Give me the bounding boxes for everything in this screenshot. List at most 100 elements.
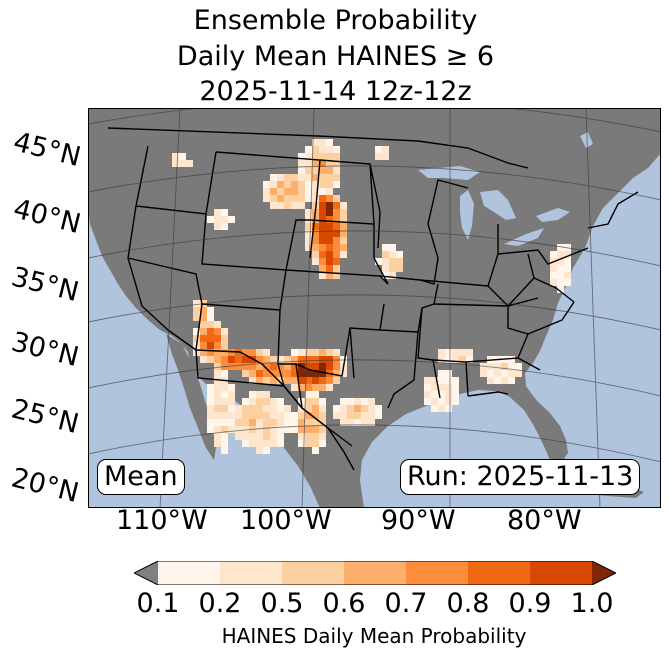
- probability-cell: [389, 272, 396, 279]
- probability-cell: [508, 377, 515, 384]
- probability-cell: [228, 426, 235, 433]
- probability-cell: [256, 391, 263, 398]
- probability-cell: [256, 433, 263, 440]
- probability-cell: [319, 412, 326, 419]
- probability-cell: [200, 328, 207, 335]
- probability-cell: [564, 258, 571, 265]
- probability-cell: [270, 356, 277, 363]
- probability-cell: [263, 398, 270, 405]
- probability-cell: [270, 398, 277, 405]
- probability-cell: [270, 202, 277, 209]
- probability-cell: [361, 405, 368, 412]
- probability-cell: [277, 377, 284, 384]
- probability-cell: [333, 349, 340, 356]
- probability-cell: [319, 237, 326, 244]
- probability-cell: [550, 265, 557, 272]
- probability-cell: [242, 412, 249, 419]
- probability-cell: [256, 349, 263, 356]
- probability-cell: [368, 419, 375, 426]
- probability-cell: [221, 384, 228, 391]
- probability-cell: [305, 384, 312, 391]
- probability-cell: [312, 181, 319, 188]
- probability-cell: [214, 342, 221, 349]
- probability-cell: [326, 160, 333, 167]
- probability-cell: [305, 356, 312, 363]
- probability-cell: [326, 188, 333, 195]
- probability-cell: [305, 426, 312, 433]
- probability-cell: [333, 160, 340, 167]
- probability-cell: [200, 356, 207, 363]
- probability-cell: [319, 398, 326, 405]
- probability-cell: [263, 370, 270, 377]
- probability-cell: [333, 209, 340, 216]
- probability-cell: [326, 167, 333, 174]
- probability-cell: [298, 377, 305, 384]
- probability-cell: [221, 349, 228, 356]
- probability-cell: [319, 202, 326, 209]
- probability-cell: [333, 377, 340, 384]
- title-line-1: Ensemble Probability: [193, 5, 478, 36]
- probability-cell: [207, 314, 214, 321]
- probability-cell: [326, 251, 333, 258]
- probability-cell: [221, 391, 228, 398]
- probability-cell: [501, 370, 508, 377]
- probability-cell: [459, 349, 466, 356]
- probability-cell: [221, 419, 228, 426]
- probability-cell: [347, 405, 354, 412]
- probability-cell: [340, 398, 347, 405]
- probability-cell: [228, 356, 235, 363]
- probability-cell: [354, 405, 361, 412]
- probability-cell: [249, 370, 256, 377]
- probability-cell: [382, 265, 389, 272]
- probability-cell: [557, 251, 564, 258]
- probability-cell: [235, 405, 242, 412]
- probability-cell: [319, 146, 326, 153]
- probability-cell: [214, 223, 221, 230]
- probability-cell: [214, 356, 221, 363]
- probability-cell: [333, 237, 340, 244]
- probability-cell: [242, 440, 249, 447]
- probability-cell: [270, 195, 277, 202]
- probability-cell: [312, 160, 319, 167]
- probability-cell: [214, 412, 221, 419]
- probability-cell: [270, 419, 277, 426]
- probability-cell: [284, 181, 291, 188]
- probability-cell: [228, 216, 235, 223]
- probability-cell: [305, 146, 312, 153]
- probability-cell: [557, 272, 564, 279]
- probability-cell: [270, 440, 277, 447]
- probability-cell: [494, 370, 501, 377]
- probability-cell: [277, 174, 284, 181]
- probability-cell: [312, 146, 319, 153]
- mean-label-box: Mean: [97, 459, 185, 495]
- probability-cell: [557, 279, 564, 286]
- probability-cell: [228, 363, 235, 370]
- probability-cell: [305, 412, 312, 419]
- probability-cell: [305, 405, 312, 412]
- probability-cell: [312, 174, 319, 181]
- probability-cell: [249, 440, 256, 447]
- probability-cell: [333, 265, 340, 272]
- probability-cell: [263, 181, 270, 188]
- probability-cell: [326, 139, 333, 146]
- probability-cell: [298, 384, 305, 391]
- probability-cell: [312, 433, 319, 440]
- colorbar-segment: [158, 561, 221, 585]
- probability-cell: [312, 251, 319, 258]
- colorbar-tick: 0.8: [446, 588, 490, 619]
- probability-cell: [312, 258, 319, 265]
- probability-cell: [312, 349, 319, 356]
- probability-cell: [284, 195, 291, 202]
- probability-cell: [291, 202, 298, 209]
- probability-cell: [277, 398, 284, 405]
- probability-cell: [354, 412, 361, 419]
- probability-cell: [207, 349, 214, 356]
- lon-label-110: 110°W: [116, 505, 208, 536]
- probability-cell: [312, 391, 319, 398]
- probability-cell: [242, 370, 249, 377]
- probability-cell: [291, 195, 298, 202]
- probability-cell: [340, 244, 347, 251]
- probability-cell: [214, 391, 221, 398]
- probability-cell: [326, 356, 333, 363]
- probability-cell: [263, 419, 270, 426]
